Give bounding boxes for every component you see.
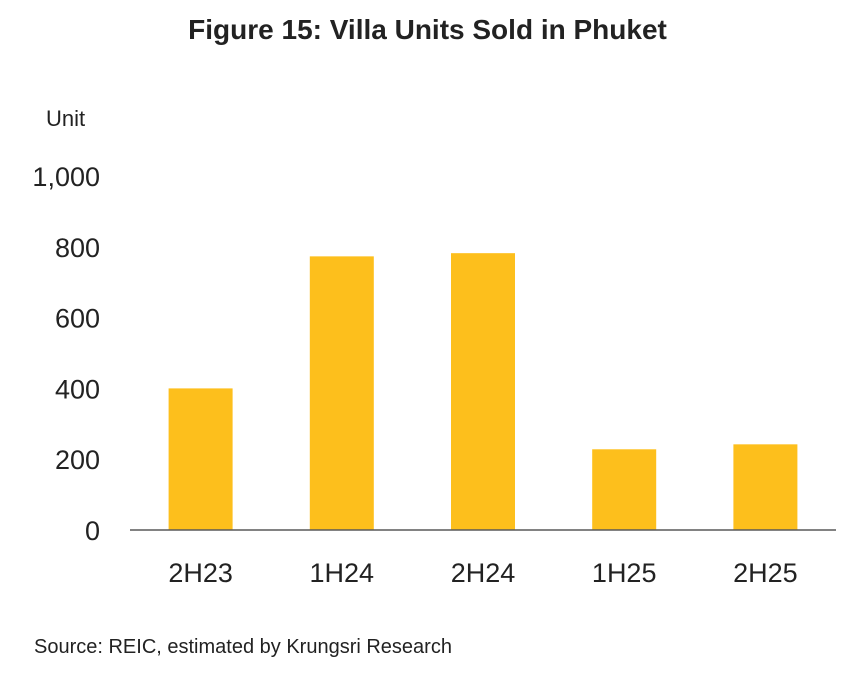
x-tick-label: 1H25 <box>592 558 657 588</box>
y-tick-label: 400 <box>55 374 100 404</box>
bar-2h23 <box>168 388 233 530</box>
y-axis-label: Unit <box>46 106 86 131</box>
x-tick-label: 2H25 <box>733 558 798 588</box>
chart-title: Figure 15: Villa Units Sold in Phuket <box>188 14 667 45</box>
y-tick-label: 200 <box>55 445 100 475</box>
bar-2h24 <box>451 253 515 530</box>
source-note: Source: REIC, estimated by Krungsri Rese… <box>34 636 452 658</box>
bar-1h25 <box>592 449 657 530</box>
x-tick-label: 2H23 <box>168 558 233 588</box>
bar-2h25 <box>733 444 798 530</box>
y-tick-label: 800 <box>55 233 100 263</box>
y-tick-label: 0 <box>85 516 100 546</box>
bar-1h24 <box>309 256 374 530</box>
y-tick-label: 600 <box>55 304 100 334</box>
y-tick-label: 1,000 <box>32 162 100 192</box>
x-tick-label: 1H24 <box>310 558 375 588</box>
x-tick-label: 2H24 <box>451 558 516 588</box>
